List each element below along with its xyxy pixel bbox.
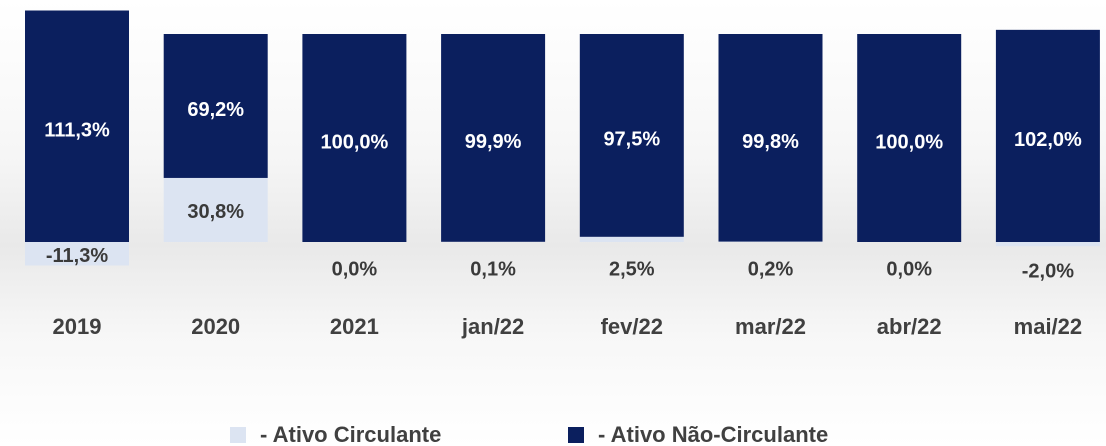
bar-segment <box>857 34 962 242</box>
bar-segment <box>441 34 546 242</box>
x-tick-label: 2020 <box>191 314 240 339</box>
value-label: 97,5% <box>603 129 660 151</box>
plot-area: -11,3% 111,3% 2019 30,8% 69,2% 2020 0,0% 100,0%… <box>25 10 1100 339</box>
value-label: 2,5% <box>609 258 655 280</box>
value-label: 102,0% <box>1014 129 1082 151</box>
bar-segment <box>25 10 129 242</box>
bar-segment <box>995 242 1100 247</box>
x-tick-label: abr/22 <box>877 314 942 339</box>
legend-swatch <box>568 427 584 443</box>
bar-segment <box>25 242 129 266</box>
x-tick-label: mai/22 <box>1014 314 1083 339</box>
value-label: 30,8% <box>187 201 244 223</box>
bar-segment <box>163 34 268 178</box>
value-label: 0,0% <box>332 258 378 280</box>
x-tick-label: jan/22 <box>461 314 524 339</box>
value-label: 100,0% <box>320 131 388 153</box>
bar-segment <box>995 29 1100 243</box>
bar-segment <box>163 177 268 242</box>
x-tick-label: mar/22 <box>735 314 806 339</box>
bar-segment <box>579 34 684 237</box>
x-tick-label: 2021 <box>330 314 379 339</box>
legend: - Ativo Circulante - Ativo Não-Circulante <box>230 422 828 446</box>
value-label: 0,2% <box>748 258 794 280</box>
value-label: 99,9% <box>465 131 522 153</box>
x-tick-label: 2019 <box>53 314 102 339</box>
legend-label: - Ativo Não-Circulante <box>598 422 828 446</box>
bar-segment <box>579 236 684 242</box>
value-label: 99,8% <box>742 131 799 153</box>
x-tick-label: fev/22 <box>601 314 663 339</box>
value-label: 0,0% <box>886 258 932 280</box>
legend-label: - Ativo Circulante <box>260 422 441 446</box>
bar-segment <box>718 34 823 242</box>
legend-swatch <box>230 427 246 443</box>
bar-segment <box>302 34 407 242</box>
value-label: 100,0% <box>875 131 943 153</box>
value-label: -2,0% <box>1022 260 1074 282</box>
value-label: 0,1% <box>470 258 516 280</box>
value-label: -11,3% <box>46 245 108 267</box>
value-label: 111,3% <box>44 120 110 142</box>
value-label: 69,2% <box>187 99 244 121</box>
